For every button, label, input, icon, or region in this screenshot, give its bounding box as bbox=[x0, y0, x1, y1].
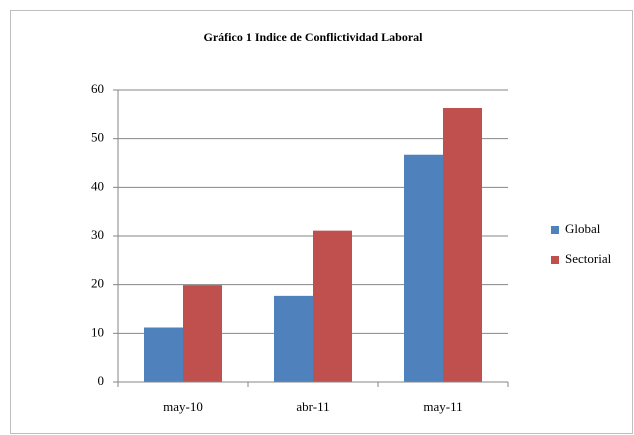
bar bbox=[183, 285, 222, 382]
chart-title: Gráfico 1 Indice de Conflictividad Labor… bbox=[204, 30, 424, 44]
legend-label: Global bbox=[565, 221, 601, 236]
y-tick-label: 40 bbox=[91, 178, 104, 193]
legend-label: Sectorial bbox=[565, 251, 612, 266]
bar bbox=[443, 108, 482, 383]
y-tick-label: 0 bbox=[98, 373, 105, 388]
y-tick-label: 50 bbox=[91, 130, 104, 145]
y-tick-label: 30 bbox=[91, 227, 104, 242]
y-tick-label: 60 bbox=[91, 81, 104, 96]
bar bbox=[274, 295, 313, 382]
x-tick-label: abr-11 bbox=[296, 399, 329, 414]
legend-swatch bbox=[551, 256, 559, 264]
x-tick-label: may-11 bbox=[423, 399, 462, 414]
legend-swatch bbox=[551, 226, 559, 234]
x-tick-label: may-10 bbox=[163, 399, 203, 414]
y-tick-label: 10 bbox=[91, 324, 104, 339]
bar bbox=[313, 230, 352, 382]
bar bbox=[144, 327, 183, 382]
bar bbox=[404, 154, 443, 382]
y-tick-label: 20 bbox=[91, 276, 104, 291]
